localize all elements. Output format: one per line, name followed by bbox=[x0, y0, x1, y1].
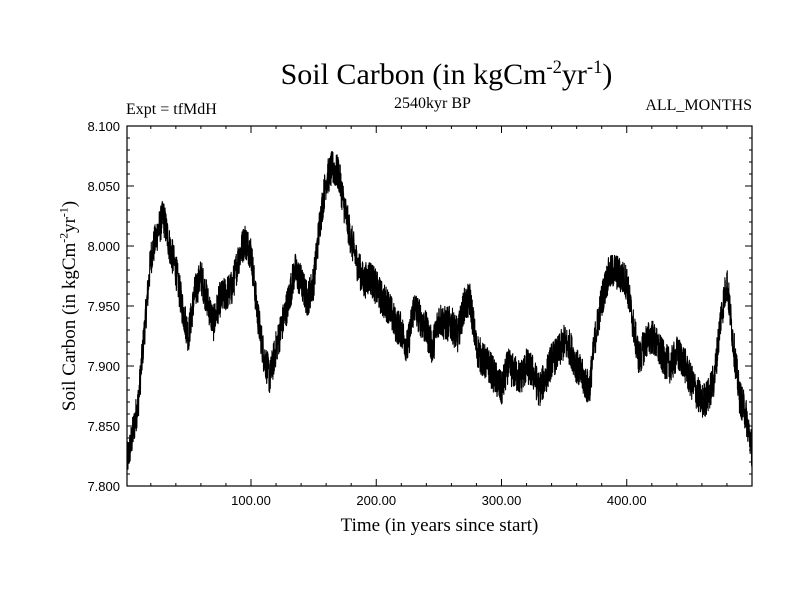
experiment-label: Expt = tfMdH bbox=[126, 101, 217, 118]
y-tick-label: 8.100 bbox=[87, 119, 120, 134]
y-tick-label: 8.050 bbox=[87, 179, 120, 194]
y-tick-label: 8.000 bbox=[87, 239, 120, 254]
x-tick-label: 300.00 bbox=[482, 493, 522, 508]
series-line-soil-carbon bbox=[126, 150, 753, 470]
y-tick-label: 7.900 bbox=[87, 359, 120, 374]
x-tick-label: 200.00 bbox=[356, 493, 396, 508]
x-tick-label: 400.00 bbox=[607, 493, 647, 508]
chart-subtitle: 2540kyr BP bbox=[394, 95, 471, 112]
x-tick-label: 100.00 bbox=[231, 493, 271, 508]
chart-title: Soil Carbon (in kgCm-2yr-1) bbox=[280, 57, 613, 91]
x-axis-label: Time (in years since start) bbox=[340, 515, 539, 536]
y-tick-label: 7.800 bbox=[87, 479, 120, 494]
months-label: ALL_MONTHS bbox=[645, 97, 752, 114]
y-tick-label: 7.850 bbox=[87, 419, 120, 434]
y-tick-label: 7.950 bbox=[87, 299, 120, 314]
